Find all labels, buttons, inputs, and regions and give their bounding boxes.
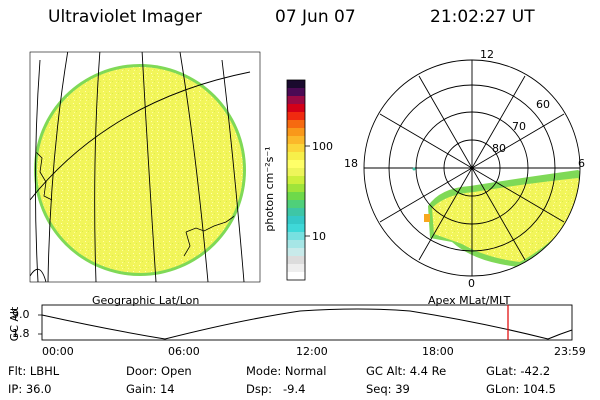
timeline-xtick-2359: 23:59 — [554, 345, 586, 358]
info-glon: GLon: 104.5 — [486, 382, 556, 396]
geographic-frame — [29, 51, 261, 283]
colorbar — [286, 79, 310, 281]
date-label: 07 Jun 07 — [275, 7, 356, 27]
info-door: Door: Open — [126, 364, 192, 378]
geographic-caption: Geographic Lat/Lon — [92, 294, 200, 307]
info-filter: Flt: LBHL — [8, 364, 60, 378]
time-label: 21:02:27 UT — [430, 7, 535, 27]
colorbar-tick-10: 10 — [312, 230, 326, 243]
colorbar-tick-100: 100 — [312, 140, 333, 153]
info-seq: Seq: 39 — [366, 382, 410, 396]
timeline-xtick-1200: 12:00 — [296, 345, 328, 358]
mlt-label-12: 12 — [480, 48, 494, 61]
info-gain: Gain: 14 — [126, 382, 175, 396]
mlt-label-6: 6 — [578, 157, 585, 170]
app-title: Ultraviolet Imager — [48, 7, 202, 27]
timeline-plot — [38, 304, 573, 341]
timeline-ymin: 1.8 — [12, 327, 30, 340]
geographic-image — [30, 52, 251, 282]
mlt-label-0: 0 — [468, 277, 475, 290]
timeline-xtick-0600: 06:00 — [168, 345, 200, 358]
polar-caption: Apex MLat/MLT — [428, 294, 511, 307]
colorbar-unit-label: photon cm⁻²s⁻¹ — [263, 146, 276, 232]
mlat-label-80: 80 — [492, 142, 506, 155]
mlat-label-60: 60 — [536, 98, 550, 111]
info-gc-alt: GC Alt: 4.4 Re — [366, 364, 447, 378]
mlt-label-18: 18 — [344, 157, 358, 170]
polar-plot — [363, 59, 581, 277]
mlat-label-70: 70 — [512, 120, 526, 133]
timeline-ymax: 9.0 — [12, 308, 30, 321]
info-mode: Mode: Normal — [246, 364, 327, 378]
timeline-xtick-1800: 18:00 — [422, 345, 454, 358]
timeline-xtick-0000: 00:00 — [42, 345, 74, 358]
info-dsp: Dsp: -9.4 — [246, 382, 306, 396]
info-glat: GLat: -42.2 — [486, 364, 551, 378]
info-ip: IP: 36.0 — [8, 382, 52, 396]
